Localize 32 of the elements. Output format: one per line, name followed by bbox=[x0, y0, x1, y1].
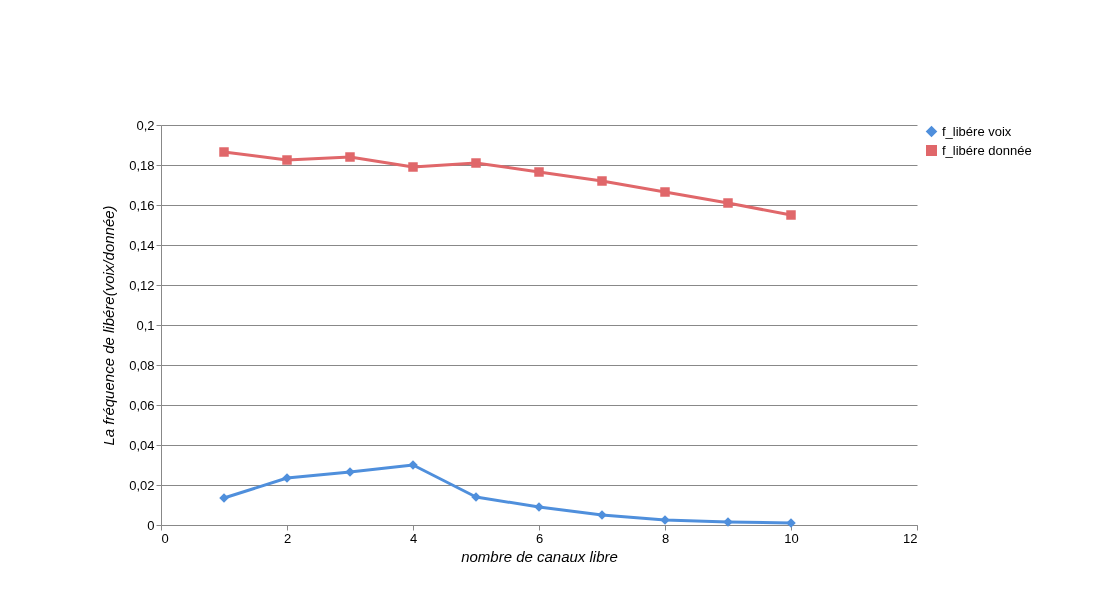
x-axis-title: nombre de canaux libre bbox=[461, 547, 618, 565]
y-tick-label: 0,08 bbox=[129, 357, 155, 373]
x-tick-label: 2 bbox=[283, 530, 292, 546]
point bbox=[786, 210, 796, 220]
legend-label: f_libére voix bbox=[942, 123, 1012, 139]
y-tick-label: 0,1 bbox=[136, 317, 155, 333]
y-tick-label: 0,2 bbox=[136, 117, 155, 133]
y-axis-title: La fréquence de libére(voix/donnée) bbox=[100, 205, 118, 446]
x-tick-label: 0 bbox=[161, 530, 169, 546]
x-tick-label: 8 bbox=[661, 530, 670, 546]
point bbox=[471, 158, 481, 168]
point bbox=[408, 162, 418, 172]
y-tick-label: 0,02 bbox=[129, 477, 155, 493]
x-tick-label: 4 bbox=[409, 530, 418, 546]
x-tick-label: 6 bbox=[535, 530, 544, 546]
y-tick-label: 0,14 bbox=[129, 237, 155, 253]
x-tick-label: 10 bbox=[784, 530, 799, 546]
point bbox=[660, 187, 670, 197]
legend-label: f_libére donnée bbox=[942, 142, 1032, 158]
y-tick-label: 0,04 bbox=[129, 437, 155, 453]
x-tick-label: 12 bbox=[903, 530, 918, 546]
y-tick-label: 0,06 bbox=[129, 397, 155, 413]
point bbox=[345, 152, 355, 162]
point bbox=[597, 176, 607, 186]
point bbox=[282, 155, 292, 165]
y-tick-label: 0 bbox=[147, 517, 155, 533]
point bbox=[219, 147, 229, 157]
y-tick-label: 0,16 bbox=[129, 197, 155, 213]
y-tick-label: 0,18 bbox=[129, 157, 155, 173]
point bbox=[723, 198, 733, 208]
point bbox=[534, 167, 544, 177]
y-tick-label: 0,12 bbox=[129, 277, 155, 293]
